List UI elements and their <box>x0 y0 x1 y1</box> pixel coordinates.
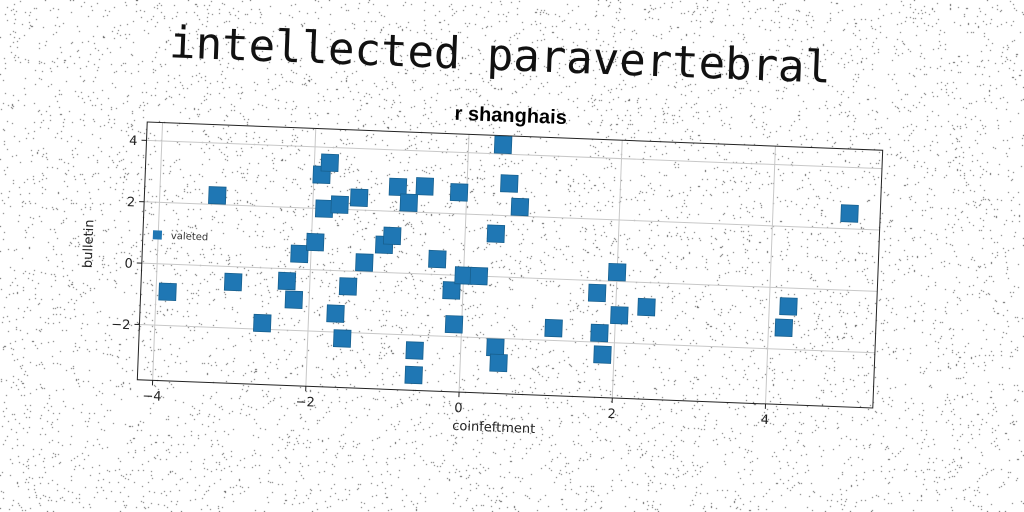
scatter-point <box>382 226 402 246</box>
x-tick-label: 0 <box>454 401 463 416</box>
y-axis-label: bulletin <box>81 219 98 268</box>
scatter-point <box>404 365 423 385</box>
scatter-point <box>320 153 340 173</box>
scatter-point <box>607 262 627 282</box>
y-tick-label: 4 <box>129 134 138 149</box>
scatter-point <box>388 177 408 197</box>
scatter-point <box>253 313 272 333</box>
scatter-point <box>593 345 612 364</box>
scatter-point <box>405 341 424 360</box>
scatter-point <box>449 183 469 202</box>
scatter-point <box>500 174 519 193</box>
x-tick-label: −2 <box>295 395 315 411</box>
scatter-point <box>349 188 369 207</box>
scatter-point <box>469 266 489 286</box>
scatter-point <box>587 283 607 303</box>
x-tick-label: 2 <box>607 407 616 422</box>
x-grid-line <box>765 146 776 404</box>
scatter-point <box>489 353 508 373</box>
scatter-point <box>428 249 447 269</box>
scatter-point <box>305 232 325 252</box>
y-grid-line <box>146 139 882 170</box>
scatter-point <box>637 297 656 317</box>
scatter-point <box>544 318 563 338</box>
y-grid-line <box>141 262 878 292</box>
scatter-point <box>223 272 243 292</box>
scatter-point <box>493 135 513 155</box>
x-grid-line <box>458 134 470 393</box>
plot-frame <box>136 121 884 409</box>
y-tick-label: 2 <box>127 195 136 210</box>
scatter-point <box>444 315 464 334</box>
scatter-point <box>840 204 859 223</box>
x-axis-label: coinfeftment <box>452 419 535 437</box>
scatter-point <box>332 329 352 348</box>
scatter-point <box>399 193 419 212</box>
x-tick-label: 4 <box>760 413 769 428</box>
x-grid-line <box>152 122 164 381</box>
data-points <box>158 135 859 385</box>
scatter-point <box>284 290 304 309</box>
scatter-point <box>610 306 629 325</box>
scatter-point <box>510 197 530 217</box>
scatter-point <box>277 271 297 291</box>
scatter-point <box>355 253 374 272</box>
y-grid-line <box>139 324 875 354</box>
legend: valeted <box>152 230 209 243</box>
scatter-point <box>338 277 358 296</box>
scatter-point <box>326 304 345 323</box>
y-grid-line <box>144 201 880 231</box>
grid-lines <box>139 122 882 404</box>
scatter-point <box>486 338 505 357</box>
scatter-point <box>442 281 461 300</box>
scatter-point <box>208 186 227 205</box>
scatter-point <box>774 318 794 338</box>
scatter-point <box>779 297 798 316</box>
scatter-point <box>454 266 473 285</box>
axis-ticks: −4 −2 0 2 4 −2 0 2 4 <box>111 134 769 428</box>
scatter-point <box>158 282 177 302</box>
y-tick-label: −2 <box>111 317 131 333</box>
scatter-point <box>330 195 349 214</box>
scatter-point <box>590 323 609 343</box>
x-tick-label: −4 <box>142 389 162 405</box>
y-tick-label: 0 <box>124 256 133 271</box>
scatter-point <box>486 224 506 243</box>
scatter-point <box>290 244 309 264</box>
chart-title: r shanghais <box>454 103 567 129</box>
legend-label: valeted <box>171 231 209 243</box>
scatter-point <box>415 177 435 196</box>
legend-marker <box>152 230 163 240</box>
scatter-point <box>314 199 334 218</box>
